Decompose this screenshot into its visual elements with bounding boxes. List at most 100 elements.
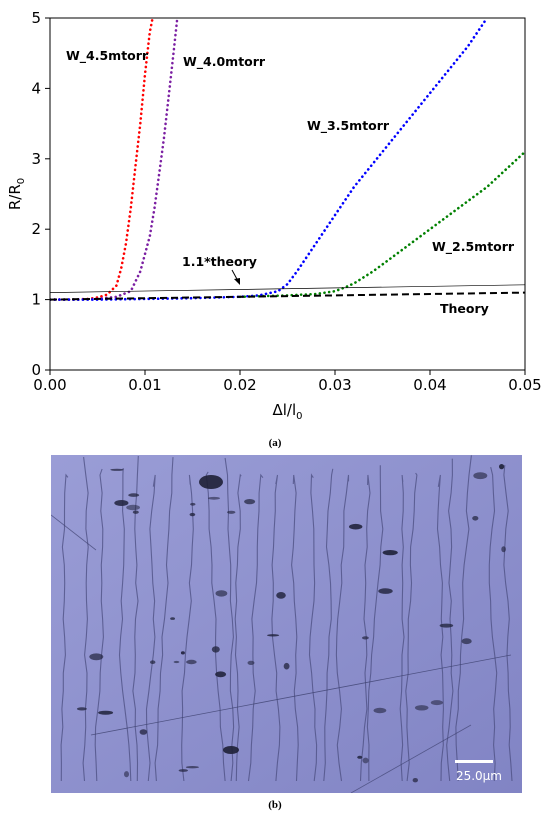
crack-line [234, 473, 242, 782]
crack-line [247, 473, 264, 782]
crack-line [181, 474, 194, 782]
crack-line [60, 473, 69, 782]
caption-a: (a) [268, 437, 282, 449]
scale-bar [455, 760, 493, 763]
defect-spot [244, 499, 256, 505]
crack-line [308, 473, 318, 782]
x-axis-label: Δl/l0 [272, 401, 302, 422]
y-axis-label: R/R0 [6, 178, 27, 210]
crack-line [154, 457, 174, 782]
y-tick-label-3: 3 [31, 150, 41, 168]
crack-line [399, 474, 405, 782]
defect-spot [215, 671, 227, 678]
defect-spot [189, 512, 196, 517]
y-tick-label-5: 5 [31, 9, 41, 27]
crack-line [205, 471, 226, 782]
defect-spot [199, 475, 223, 489]
crack-line [335, 474, 350, 782]
defect-spot [461, 638, 472, 645]
defect-spot [178, 769, 188, 772]
scratch-line [90, 654, 512, 736]
plot-frame [49, 17, 526, 371]
annotation-1: W_4.0mtorr [183, 54, 266, 70]
defect-spot [173, 660, 180, 664]
defect-spot [499, 464, 505, 470]
crack-line [224, 457, 235, 782]
crack-line [145, 474, 156, 782]
y-tick-label-4: 4 [31, 79, 41, 97]
defect-spot [124, 771, 129, 778]
y-tick-label-1: 1 [31, 291, 41, 309]
defect-spot [186, 659, 197, 665]
defect-spot [501, 546, 506, 553]
x-tick-label-3: 0.03 [318, 376, 351, 394]
defect-spot [472, 516, 479, 521]
crack-line [405, 472, 418, 782]
defect-spot [76, 707, 87, 711]
series-line-3 [238, 150, 525, 299]
crack-line [446, 458, 454, 782]
annotation-arrow-head [234, 278, 240, 285]
defect-spot [378, 588, 393, 594]
defect-spot [223, 746, 239, 754]
defect-spot [110, 468, 124, 471]
caption-b: (b) [268, 799, 282, 811]
defect-spot [126, 504, 140, 511]
annotation-3: W_2.5mtorr [432, 239, 515, 255]
defect-spot [439, 623, 454, 628]
defect-spot [357, 755, 363, 759]
defect-spot [190, 502, 196, 506]
crack-line [82, 456, 89, 782]
defect-spot [150, 660, 156, 664]
annotation-0: W_4.5mtorr [66, 48, 149, 64]
defect-spot [114, 500, 129, 506]
x-tick-label-1: 0.01 [128, 376, 161, 394]
scratch-line [51, 514, 97, 551]
defect-spot [283, 662, 290, 670]
crack-line [118, 467, 132, 782]
y-tick-label-0: 0 [31, 361, 41, 379]
defect-spot [373, 707, 387, 714]
defect-spot [430, 700, 443, 706]
defect-spot [185, 766, 199, 769]
defect-spot [247, 660, 255, 665]
x-tick-label-0: 0.00 [33, 376, 66, 394]
defect-spot [473, 472, 488, 480]
scratch-line [350, 724, 472, 793]
defect-spot [414, 705, 429, 711]
x-tick-label-5: 0.05 [508, 376, 541, 394]
defect-spot [362, 636, 369, 640]
defect-spot [349, 523, 363, 530]
series-line-4 [50, 284, 525, 293]
defect-spot [98, 710, 114, 715]
crack-line [366, 465, 384, 782]
crack-line [503, 464, 513, 782]
defect-spot [227, 510, 236, 514]
crack-line [359, 474, 371, 782]
crack-line [488, 466, 498, 782]
defect-spot [362, 757, 369, 764]
annotation-5: Theory [440, 301, 489, 316]
crack-line [436, 474, 444, 782]
micrograph-image: 25.0μm [51, 455, 522, 793]
crack-line [323, 468, 334, 782]
series-line-5 [50, 291, 525, 301]
defect-spot [211, 646, 220, 653]
crack-line [94, 468, 104, 782]
crack-line [455, 455, 472, 782]
defect-spot [207, 496, 221, 500]
defect-spot [215, 590, 228, 597]
defect-spot [139, 729, 148, 735]
defect-spot [180, 651, 185, 655]
defect-spot [382, 550, 398, 556]
defect-spot [267, 634, 280, 637]
y-tick-label-2: 2 [31, 220, 41, 238]
resistance-strain-chart: 0.00 0.01 0.02 0.03 0.04 0.05 0 1 2 3 4 5 Δl/l0 R/R0 W… [6, 9, 542, 422]
defect-spot [132, 510, 139, 514]
defect-spot [276, 592, 286, 599]
defect-spot [128, 493, 140, 497]
defect-spot [89, 653, 104, 661]
annotation-2: W_3.5mtorr [307, 118, 390, 134]
x-tick-label-4: 0.04 [413, 376, 446, 394]
annotation-4: 1.1*theory [182, 254, 257, 269]
